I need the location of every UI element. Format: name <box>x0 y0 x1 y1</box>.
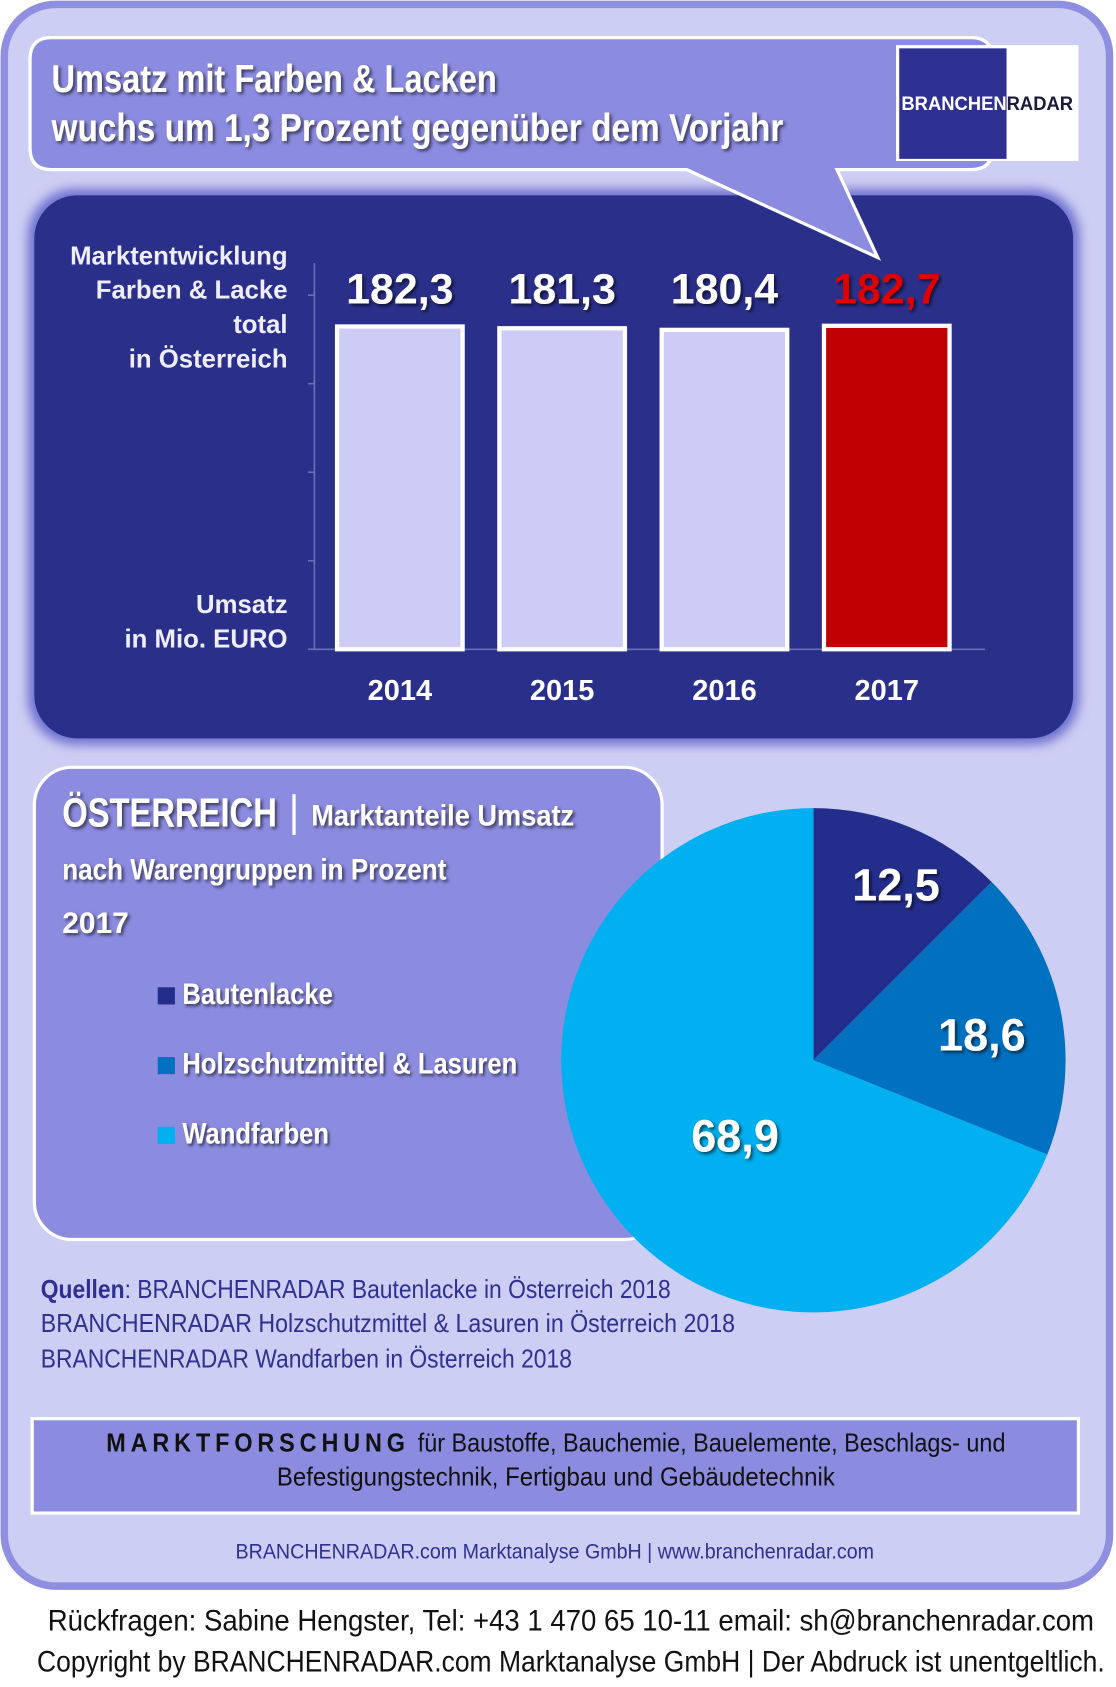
footer-line: Befestigungstechnik, Fertigbau und Gebäu… <box>277 1464 835 1492</box>
value-label: 18,6 <box>938 1010 1026 1061</box>
legend-label: Holzschutzmittel & Lasuren <box>182 1047 517 1080</box>
legend-swatch <box>157 1057 175 1075</box>
value-label: 182,3 <box>346 265 453 313</box>
contact-line: Copyright by BRANCHENRADAR.com Marktanal… <box>37 1645 1105 1678</box>
header-title: wuchs um 1,3 Prozent gegenüber dem Vorja… <box>51 107 784 150</box>
bar-chart: Marktentwicklung Farben & Lacke total in Ös… <box>70 242 986 707</box>
footer-box <box>30 1417 1081 1515</box>
footer-lead: MARKTFORSCHUNG <box>106 1429 410 1457</box>
pie-title: ÖSTERREICH <box>62 789 277 835</box>
y-axis-label: in Mio. EURO <box>125 625 288 653</box>
pie-chart: 12,5 18,6 68,9 <box>561 808 1066 1313</box>
source-line: BRANCHENRADAR Wandfarben in Österreich 2… <box>41 1346 572 1374</box>
x-tick-label: 2015 <box>530 675 594 707</box>
chart-title: total <box>233 311 287 339</box>
pie-slice <box>813 881 1066 1155</box>
value-label: 181,3 <box>508 265 615 313</box>
legend-swatch <box>157 1126 175 1144</box>
header-title: Umsatz mit Farben & Lacken <box>52 58 497 101</box>
value-label: 180,4 <box>671 265 779 313</box>
y-axis-label: Umsatz <box>196 591 288 619</box>
value-label: 68,9 <box>691 1111 779 1162</box>
pie-slice <box>813 808 992 1061</box>
footer-line: für Baustoffe, Bauchemie, Bauelemente, B… <box>418 1429 1006 1457</box>
source: Quellen: BRANCHENRADAR Bautenlacke in Ös… <box>41 1276 671 1304</box>
source-line: : BRANCHENRADAR Bautenlacke in Österreic… <box>125 1276 671 1304</box>
bar <box>659 327 790 652</box>
pie-slice <box>561 808 1048 1313</box>
company-line: BRANCHENRADAR.com Marktanalyse GmbH | ww… <box>236 1539 874 1563</box>
value-label: 12,5 <box>852 859 940 910</box>
logo-part: BRANCHEN <box>901 94 1006 115</box>
pie-subtitle: nach Warengruppen in Prozent <box>62 853 446 886</box>
chart-title: Marktentwicklung <box>70 242 287 270</box>
source-line: BRANCHENRADAR Holzschutzmittel & Lasuren… <box>41 1310 735 1338</box>
legend-label: Wandfarben <box>182 1116 329 1149</box>
footer-text: MARKTFORSCHUNG für Baustoffe, Bauchemie, … <box>106 1429 1005 1457</box>
contact-line: Rückfragen: Sabine Hengster, Tel: +43 1 … <box>48 1604 1094 1637</box>
x-tick-label: 2016 <box>692 675 756 707</box>
chart-title: in Österreich <box>129 344 288 373</box>
logo-part: RADAR <box>1007 94 1073 115</box>
value-label: 182,7 <box>833 265 940 313</box>
source-label: Quellen <box>41 1276 125 1304</box>
legend-swatch <box>157 987 175 1005</box>
pie-subtitle: 2017 <box>62 907 129 940</box>
x-tick-label: 2014 <box>368 675 432 707</box>
pie-subtitle: Marktanteile Umsatz <box>311 800 574 833</box>
bar <box>497 326 628 652</box>
logo-square <box>899 48 1007 159</box>
bar <box>821 323 952 652</box>
legend-label: Bautenlacke <box>182 977 332 1010</box>
bar <box>334 324 465 652</box>
logo-text: BRANCHENRADAR <box>901 94 1073 115</box>
x-tick-label: 2017 <box>855 675 919 707</box>
chart-title: Farben & Lacke <box>96 277 288 305</box>
